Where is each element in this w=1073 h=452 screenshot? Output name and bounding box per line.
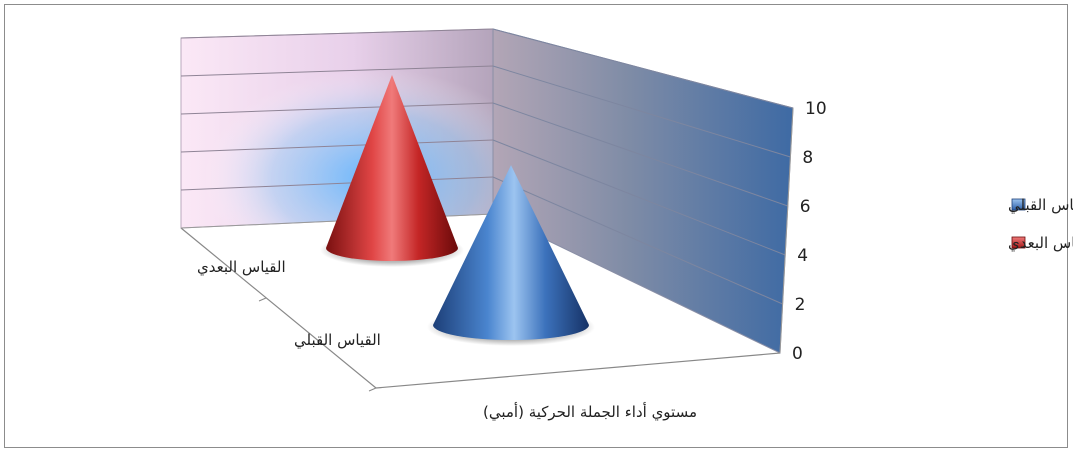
category-label-after: القياس البعدي [197,258,286,277]
legend-label-before: القياس القبلي [1008,196,1073,215]
y-tick-label: 4 [797,246,808,266]
gridline-back [180,65,494,77]
gridline-side [492,102,788,207]
floor-front-edge [375,352,781,389]
y-tick-label: 6 [800,197,811,217]
back-wall-glow [181,29,493,228]
x-axis-title: مستوي أداء الجملة الحركية (أمبي) [483,402,697,422]
gridline-side [492,176,783,305]
cone-before [433,165,589,340]
y-tick-label: 2 [795,295,806,315]
gridline-side [492,139,786,256]
cones [320,75,595,346]
floor-left-edge [180,227,377,389]
y-axis-line [779,107,794,354]
y-tick-label: 8 [802,148,813,168]
legend-label-after: القياس البعدي [1008,234,1073,253]
gridline-back [180,176,494,191]
gridline-side [492,28,794,109]
cone-after [326,75,458,261]
legend: القياس القبلي القياس البعدي [1008,196,1073,253]
category-label-before: القياس القبلي [294,331,381,350]
gridline-back [180,28,494,39]
gridlines [180,28,794,305]
y-tick-label: 0 [792,344,803,364]
gridline-side [492,65,791,158]
legend-swatch-after [1011,236,1026,249]
x-axis-tick-2 [368,387,377,392]
gridline-back [180,139,494,153]
gridline-back [180,102,494,115]
y-tick-label: 10 [805,99,827,119]
y-axis-ticks: 0 2 4 6 8 10 [792,99,827,364]
x-axis-tick-1 [258,297,267,302]
legend-swatch-before [1011,198,1026,211]
